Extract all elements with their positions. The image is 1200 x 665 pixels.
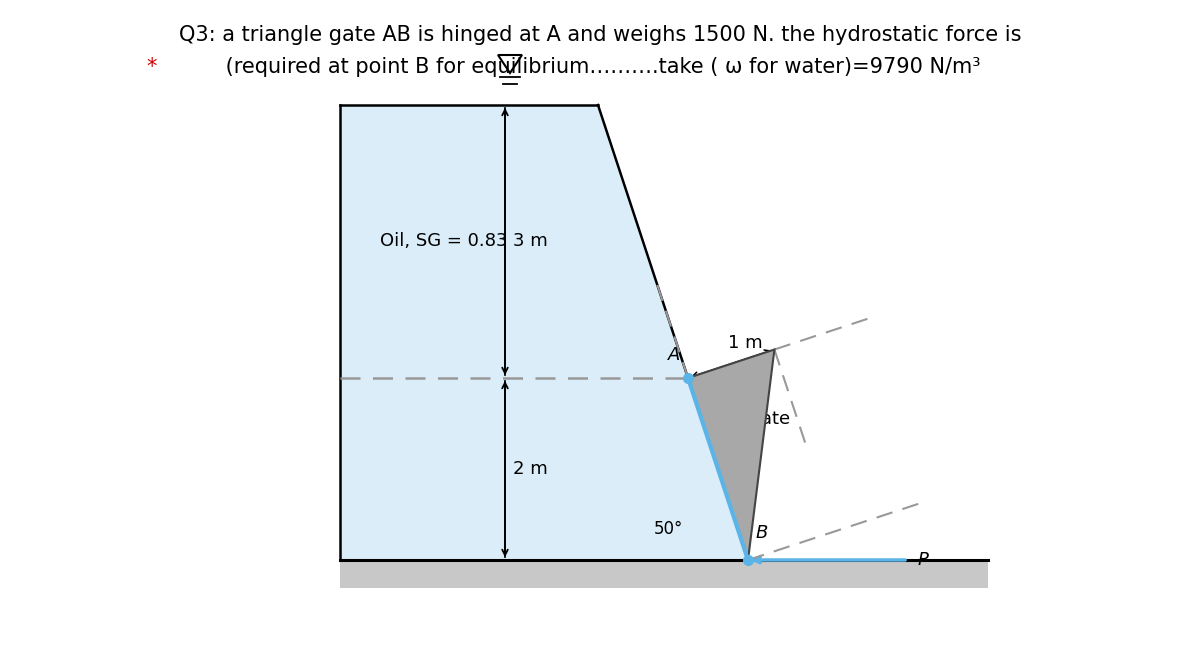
Polygon shape (340, 105, 748, 560)
Polygon shape (688, 350, 774, 560)
Text: 3 m: 3 m (514, 233, 547, 251)
Text: P: P (918, 551, 929, 569)
Text: Oil, SG = 0.83: Oil, SG = 0.83 (380, 233, 508, 251)
Text: 50°: 50° (654, 520, 683, 538)
Text: A: A (667, 346, 680, 364)
Text: *: * (146, 57, 157, 77)
Text: 1 m: 1 m (728, 334, 762, 352)
Text: Q3: a triangle gate AB is hinged at A and weighs 1500 N. the hydrostatic force i: Q3: a triangle gate AB is hinged at A an… (179, 25, 1021, 45)
FancyBboxPatch shape (340, 560, 988, 588)
Text: B: B (756, 524, 768, 542)
Text: 2 m: 2 m (514, 460, 547, 478)
Text: Gate: Gate (746, 410, 790, 428)
Text: (required at point B for equilibrium……….take ( ω for water)=9790 N/m³: (required at point B for equilibrium……….… (220, 57, 980, 77)
